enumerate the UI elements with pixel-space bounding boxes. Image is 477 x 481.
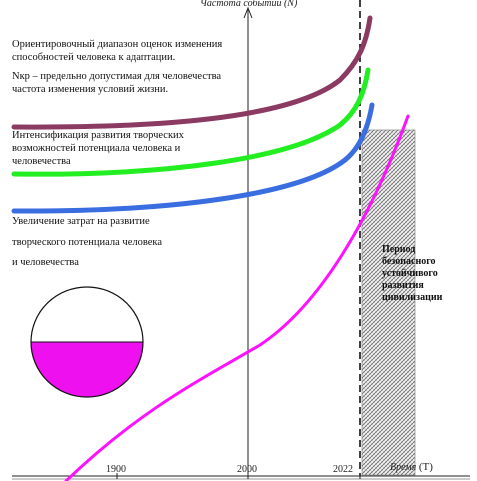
investment-label-line3: и человечества	[12, 257, 79, 268]
intensification-label-line2: возможностей потенциала человека и	[12, 143, 181, 154]
tick-label-2022: 2022	[333, 464, 353, 475]
y-axis-title: Частота событий (N)	[200, 0, 298, 9]
curve-magenta	[64, 114, 410, 481]
period-label-line5: цивилизации	[382, 292, 443, 303]
period-label-line4: развития	[382, 280, 424, 291]
tick-label-1900: 1900	[106, 464, 126, 475]
safe-period-region	[361, 129, 416, 476]
x-axis-title: Время (Т)	[390, 461, 433, 473]
investment-label-line1: Увеличение затрат на развитие	[12, 216, 150, 227]
intensification-label-line3: человечества	[12, 156, 71, 167]
x-axis-title-unit: (Т)	[418, 461, 433, 473]
curve-green	[11, 67, 371, 177]
period-label-line2: безопасного	[382, 256, 436, 267]
intensification-label-line1: Интенсификация развития творческих	[12, 130, 184, 141]
y-axis-arrow	[243, 6, 253, 19]
curve-maroon	[11, 15, 373, 130]
period-label-line1: Период	[382, 244, 416, 255]
investment-label-line2: творческого потенциала человека	[12, 237, 163, 248]
nkr-label-line1: Nкр – предельно допустимая для человечес…	[12, 71, 222, 82]
curve-blue	[11, 102, 375, 214]
disc-lower-half	[31, 342, 143, 397]
tick-label-2000: 2000	[237, 464, 257, 475]
period-label-line3: устойчивого	[382, 268, 438, 279]
x-axis-title-main: Время	[390, 462, 417, 473]
range-label-line1: Ориентировочный диапазон оценок изменени…	[12, 39, 223, 50]
nkr-label-line2: частота изменения условий жизни.	[12, 84, 169, 95]
range-label-line2: способностей человека к адаптации.	[12, 52, 176, 63]
